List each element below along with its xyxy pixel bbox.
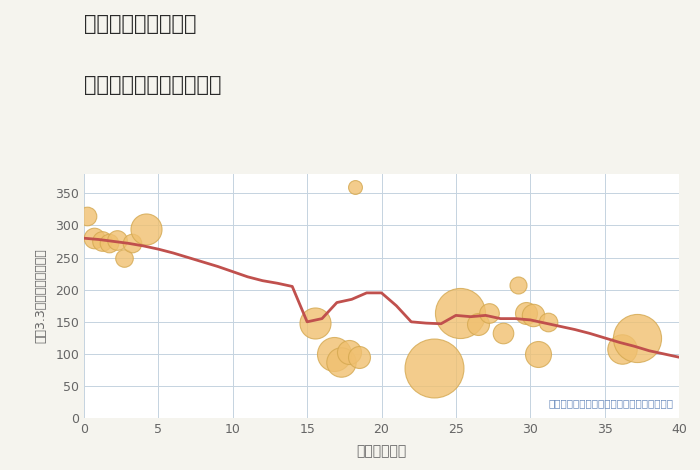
Point xyxy=(473,320,484,328)
Point xyxy=(520,310,531,317)
Point xyxy=(455,310,466,317)
Point xyxy=(328,350,339,358)
Point xyxy=(343,348,354,356)
Point xyxy=(104,240,115,247)
Point xyxy=(89,235,100,242)
Point xyxy=(126,240,137,247)
Point xyxy=(349,183,360,190)
Y-axis label: 坪（3.3㎡）単価（万円）: 坪（3.3㎡）単価（万円） xyxy=(34,249,47,344)
Point xyxy=(483,310,494,317)
Point xyxy=(111,236,122,243)
Point xyxy=(354,353,365,360)
Point xyxy=(532,350,543,358)
Point xyxy=(617,346,628,353)
Point xyxy=(542,318,554,326)
Text: 円の大きさは、取引のあった物件面積を示す: 円の大きさは、取引のあった物件面積を示す xyxy=(548,399,673,408)
Text: 築年数別中古戸建て価格: 築年数別中古戸建て価格 xyxy=(84,75,221,95)
Point xyxy=(428,364,439,372)
Point xyxy=(309,319,320,327)
Point xyxy=(81,212,92,219)
Point xyxy=(96,238,108,245)
Point xyxy=(498,329,509,337)
Point xyxy=(632,334,643,342)
Point xyxy=(141,225,152,232)
Point xyxy=(336,358,347,366)
Point xyxy=(528,312,539,319)
Point xyxy=(512,282,524,289)
Point xyxy=(118,254,130,261)
Text: 東京都墨田区業平の: 東京都墨田区業平の xyxy=(84,14,197,34)
X-axis label: 築年数（年）: 築年数（年） xyxy=(356,445,407,459)
